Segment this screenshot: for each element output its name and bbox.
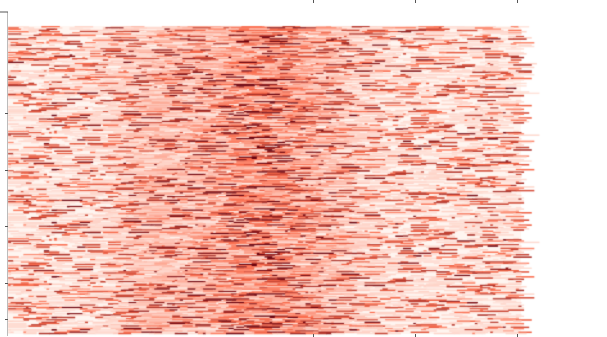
chart-area: [0, 0, 607, 337]
heatmap: [0, 0, 607, 337]
